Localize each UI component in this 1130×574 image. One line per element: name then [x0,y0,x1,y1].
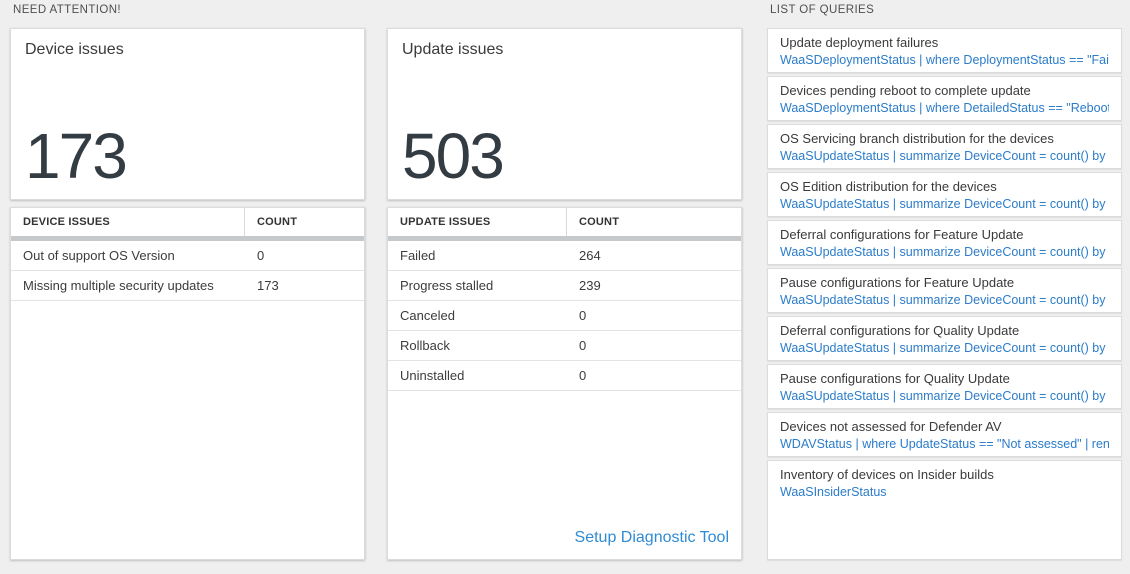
issue-label: Out of support OS Version [23,248,175,263]
query-item-deferral-feature-update[interactable]: Deferral configurations for Feature Upda… [767,220,1122,265]
query-item-os-edition-distribution[interactable]: OS Edition distribution for the devices … [767,172,1122,217]
issue-count: 173 [257,278,279,293]
query-code-link[interactable]: WaaSDeploymentStatus | where DetailedSta… [780,101,1109,115]
query-code-link[interactable]: WDAVStatus | where UpdateStatus == "Not … [780,437,1109,451]
update-issues-count: 503 [402,120,505,193]
issue-count: 0 [579,308,587,323]
query-code-link[interactable]: WaaSUpdateStatus | summarize DeviceCount… [780,245,1109,259]
query-item-insider-builds-inventory[interactable]: Inventory of devices on Insider builds W… [767,460,1122,560]
column-header-count: COUNT [579,216,620,228]
query-title: Devices not assessed for Defender AV [780,419,1002,434]
issue-label: Progress stalled [400,278,494,293]
issue-label: Missing multiple security updates [23,278,214,293]
query-title: Pause configurations for Feature Update [780,275,1015,290]
update-issues-table-header: UPDATE ISSUES COUNT [388,208,741,236]
table-row-failed[interactable]: Failed 264 [388,241,741,271]
query-title: OS Edition distribution for the devices [780,179,997,194]
issue-label: Rollback [400,338,450,353]
column-header-count: COUNT [257,216,298,228]
need-attention-header: NEED ATTENTION! [13,4,122,16]
table-row-out-of-support[interactable]: Out of support OS Version 0 [11,241,364,271]
table-row-missing-security-updates[interactable]: Missing multiple security updates 173 [11,271,364,301]
setup-diagnostic-tool-link[interactable]: Setup Diagnostic Tool [574,529,729,546]
query-code-link[interactable]: WaaSDeploymentStatus | where DeploymentS… [780,53,1109,67]
query-title: Devices pending reboot to complete updat… [780,83,1031,98]
query-title: Deferral configurations for Feature Upda… [780,227,1024,242]
query-title: Update deployment failures [780,35,939,50]
device-issues-tile-title: Device issues [25,41,124,58]
queries-panel: Update deployment failures WaaSDeploymen… [767,28,1122,560]
table-row-canceled[interactable]: Canceled 0 [388,301,741,331]
table-header-bar [388,236,741,241]
query-item-deferral-quality-update[interactable]: Deferral configurations for Quality Upda… [767,316,1122,361]
issue-count: 0 [579,338,587,353]
query-title: OS Servicing branch distribution for the… [780,131,1054,146]
issue-label: Failed [400,248,436,263]
column-header-update-issues: UPDATE ISSUES [388,208,567,236]
query-title: Pause configurations for Quality Update [780,371,1010,386]
device-issues-tile[interactable]: Device issues 173 [10,28,365,200]
query-item-os-servicing-branch[interactable]: OS Servicing branch distribution for the… [767,124,1122,169]
update-issues-tile[interactable]: Update issues 503 [387,28,742,200]
query-item-pause-quality-update[interactable]: Pause configurations for Quality Update … [767,364,1122,409]
query-code-link[interactable]: WaaSUpdateStatus | summarize DeviceCount… [780,389,1109,403]
device-issues-table-header: DEVICE ISSUES COUNT [11,208,364,236]
issue-count: 0 [257,248,265,263]
issue-label: Canceled [400,308,455,323]
query-title: Deferral configurations for Quality Upda… [780,323,1020,338]
device-issues-table: DEVICE ISSUES COUNT Out of support OS Ve… [10,207,365,560]
query-item-devices-pending-reboot[interactable]: Devices pending reboot to complete updat… [767,76,1122,121]
table-row-uninstalled[interactable]: Uninstalled 0 [388,361,741,391]
issue-count: 239 [579,278,601,293]
table-row-progress-stalled[interactable]: Progress stalled 239 [388,271,741,301]
query-item-pause-feature-update[interactable]: Pause configurations for Feature Update … [767,268,1122,313]
device-issues-count: 173 [25,120,128,193]
query-code-link[interactable]: WaaSUpdateStatus | summarize DeviceCount… [780,293,1109,307]
table-header-bar [11,236,364,241]
issue-label: Uninstalled [400,368,465,383]
issue-count: 0 [579,368,587,383]
query-code-link[interactable]: WaaSUpdateStatus | summarize DeviceCount… [780,149,1109,163]
query-item-defender-av-not-assessed[interactable]: Devices not assessed for Defender AV WDA… [767,412,1122,457]
query-code-link[interactable]: WaaSInsiderStatus [780,485,887,499]
update-issues-tile-title: Update issues [402,41,504,58]
list-of-queries-header: LIST OF QUERIES [770,4,875,16]
issue-count: 264 [579,248,601,263]
column-header-device-issues: DEVICE ISSUES [11,208,245,236]
query-title: Inventory of devices on Insider builds [780,467,994,482]
query-code-link[interactable]: WaaSUpdateStatus | summarize DeviceCount… [780,197,1109,211]
table-row-rollback[interactable]: Rollback 0 [388,331,741,361]
query-code-link[interactable]: WaaSUpdateStatus | summarize DeviceCount… [780,341,1109,355]
query-item-update-deployment-failures[interactable]: Update deployment failures WaaSDeploymen… [767,28,1122,73]
update-issues-table: UPDATE ISSUES COUNT Failed 264 Progress … [387,207,742,560]
